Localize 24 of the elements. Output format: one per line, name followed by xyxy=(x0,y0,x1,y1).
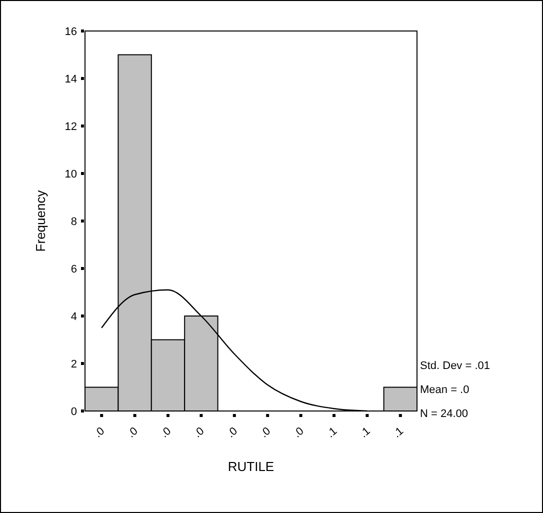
x-tick-label: .0 xyxy=(92,425,108,440)
y-axis-title: Frequency xyxy=(33,190,48,252)
y-tick-label: 16 xyxy=(64,26,77,38)
x-tick-label: .0 xyxy=(225,425,240,440)
x-tick-label: .0 xyxy=(258,425,274,440)
y-tick-label: 2 xyxy=(70,358,77,370)
x-tick-label: .1 xyxy=(391,425,406,440)
text: Std. Dev = .01 xyxy=(420,360,490,372)
x-tick-label: .0 xyxy=(291,425,306,440)
x-axis-title: RUTILE xyxy=(228,459,274,474)
y-tick-label: 4 xyxy=(70,311,77,323)
y-tick-label: 14 xyxy=(64,74,77,86)
y-tick-label: 0 xyxy=(70,406,77,418)
y-tick-label: 12 xyxy=(64,121,77,133)
x-tick-label: .0 xyxy=(158,425,174,440)
text: N = 24.00 xyxy=(420,408,468,420)
x-tick-label: .0 xyxy=(192,425,207,440)
x-tick-label: .1 xyxy=(358,425,373,440)
y-tick-label: 8 xyxy=(70,216,77,228)
text: Mean = .0 xyxy=(420,384,470,396)
x-tick-label: .1 xyxy=(324,425,340,440)
y-tick-label: 10 xyxy=(64,168,77,180)
x-tick-label: .0 xyxy=(125,425,140,440)
y-tick-label: 6 xyxy=(70,264,77,276)
